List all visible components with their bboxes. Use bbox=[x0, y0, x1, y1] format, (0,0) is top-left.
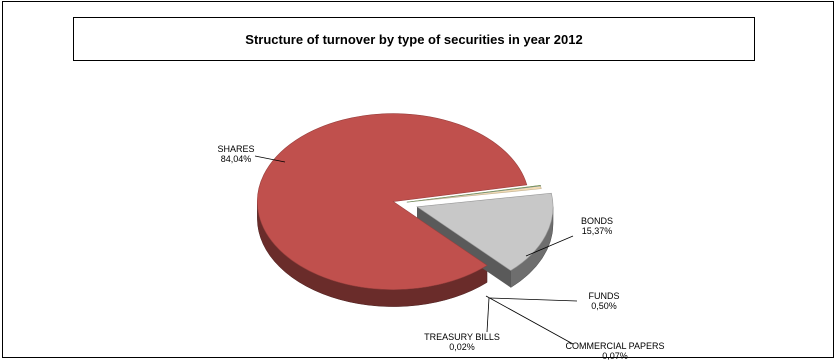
slice-treasury-bills bbox=[406, 185, 541, 203]
slice-label-shares: SHARES bbox=[217, 144, 254, 154]
slice-label-bonds: BONDS bbox=[581, 216, 613, 226]
pie-tops bbox=[257, 113, 554, 290]
leader-line-commercial-papers bbox=[485, 295, 574, 345]
slice-label-treasury-bills: TREASURY BILLS bbox=[424, 332, 500, 342]
slice-value-bonds: 15,37% bbox=[582, 226, 613, 236]
slice-value-treasury-bills: 0,02% bbox=[449, 342, 475, 352]
chart-title: Structure of turnover by type of securit… bbox=[245, 31, 583, 47]
leader-line-funds bbox=[489, 297, 578, 302]
leader-line-bonds bbox=[525, 235, 574, 257]
leader-line-treasury-bills bbox=[486, 297, 490, 333]
leader-line-shares bbox=[254, 155, 286, 163]
slice-label-funds: FUNDS bbox=[589, 291, 620, 301]
leader-lines bbox=[254, 155, 578, 345]
slice-value-funds: 0,50% bbox=[591, 301, 617, 311]
slice-label-commercial-papers: COMMERCIAL PAPERS bbox=[565, 341, 664, 351]
slice-value-shares: 84,04% bbox=[221, 154, 252, 164]
slice-wall-bonds-1 bbox=[417, 206, 511, 288]
slice-shares bbox=[257, 113, 528, 290]
slice-value-commercial-papers: 0,07% bbox=[602, 351, 628, 360]
slice-bonds bbox=[416, 192, 554, 271]
chart-title-box: Structure of turnover by type of securit… bbox=[73, 17, 755, 61]
